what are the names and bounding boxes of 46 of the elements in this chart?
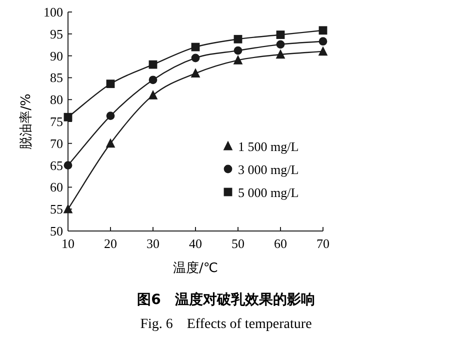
y-tick-label: 95 bbox=[50, 26, 63, 42]
x-tick-label: 50 bbox=[232, 236, 244, 251]
point bbox=[64, 112, 72, 122]
legend-label: 5 000 mg/L bbox=[238, 185, 299, 200]
point bbox=[276, 40, 285, 49]
x-tick-label: 70 bbox=[316, 236, 330, 251]
point bbox=[106, 138, 116, 148]
point bbox=[148, 60, 158, 69]
y-tick-label: 85 bbox=[50, 70, 63, 86]
y-tick-label: 50 bbox=[50, 224, 63, 238]
x-tick-label: 60 bbox=[274, 236, 287, 251]
point bbox=[106, 112, 115, 120]
point bbox=[64, 161, 72, 170]
point bbox=[190, 68, 200, 78]
point bbox=[233, 54, 243, 64]
point bbox=[191, 54, 200, 62]
point bbox=[276, 30, 285, 39]
y-tick-label: 55 bbox=[50, 202, 63, 217]
point bbox=[318, 26, 328, 35]
y-tick-label: 75 bbox=[50, 114, 63, 129]
point bbox=[234, 34, 242, 44]
point bbox=[234, 46, 242, 55]
legend-label: 3 000 mg/L bbox=[238, 162, 299, 177]
x-tick-label: 20 bbox=[104, 236, 117, 251]
text: Fig. 6 Effects of temperature bbox=[140, 317, 312, 332]
y-axis-title: 脱油率/% bbox=[18, 94, 34, 150]
y-tick-label: 100 bbox=[44, 4, 63, 20]
x-tick-label: 40 bbox=[189, 236, 202, 251]
point bbox=[148, 90, 158, 100]
point bbox=[148, 76, 158, 84]
x-axis-title: 温度/℃ bbox=[173, 260, 218, 276]
y-tick-label: 80 bbox=[50, 92, 63, 108]
point bbox=[276, 49, 286, 59]
point bbox=[318, 37, 328, 46]
point bbox=[106, 80, 115, 88]
point bbox=[318, 46, 328, 56]
x-tick-label: 10 bbox=[62, 236, 74, 251]
legend-label: 1 500 mg/L bbox=[238, 139, 299, 154]
text: 图6 温度对破乳效果的影响 bbox=[137, 291, 315, 308]
y-tick-label: 70 bbox=[50, 136, 63, 151]
y-tick-label: 90 bbox=[50, 48, 63, 64]
y-tick-label: 60 bbox=[50, 180, 63, 195]
point bbox=[63, 204, 73, 214]
y-tick-label: 65 bbox=[50, 158, 63, 173]
point bbox=[191, 42, 200, 52]
x-tick-label: 30 bbox=[146, 236, 160, 251]
